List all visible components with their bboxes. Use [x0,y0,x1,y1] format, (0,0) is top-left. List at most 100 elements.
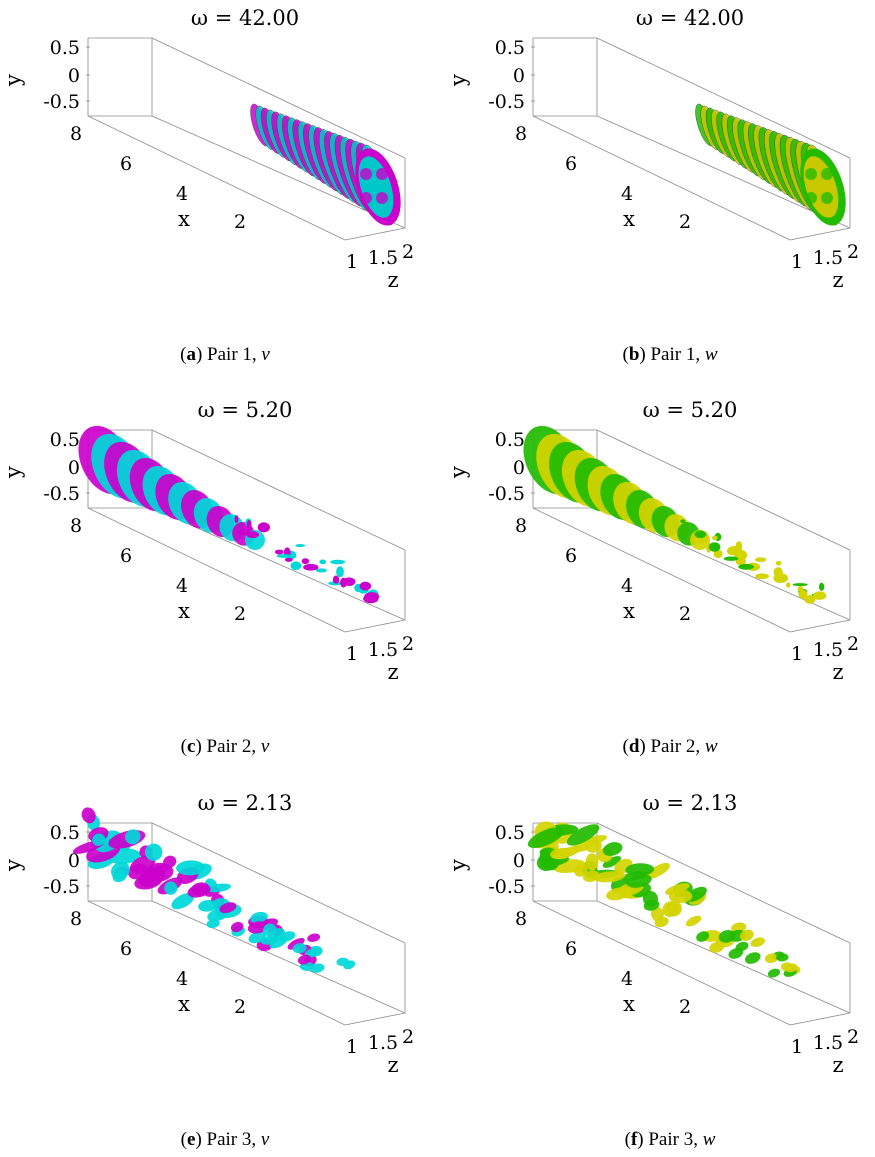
x-tick-label: 8 [70,515,82,537]
z-tick-label: 1 [791,643,803,665]
x-tick-label: 2 [234,996,246,1018]
x-tick-label: 6 [120,545,132,567]
z-axis-label: z [387,268,398,292]
panel-caption: (f) Pair 3, w [625,1129,716,1150]
panel-caption: (c) Pair 2, v [181,736,270,757]
z-tick-label: 1 [346,1036,358,1058]
y-tick-label: 0.5 [495,37,525,59]
isosurface [72,807,356,973]
z-tick-label: 2 [402,241,414,263]
x-axis-label: x [178,207,190,231]
z-tick-label: 1.5 [813,1032,843,1054]
caption-variable: w [703,1129,716,1150]
panel-caption: (e) Pair 3, v [181,1129,270,1150]
axes-box [87,37,406,241]
caption-text: Pair 1, [646,344,705,365]
z-tick-label: 2 [847,1026,859,1048]
x-tick-label: 6 [565,545,577,567]
x-tick-label: 4 [176,183,188,205]
x-tick-label: 2 [234,211,246,233]
caption-text: Pair 3, [202,1129,261,1150]
z-axis-label: z [387,660,398,684]
panel-title: ω = 5.20 [198,398,293,422]
caption-paren-close: ) [196,344,202,365]
panel-title: ω = 42.00 [636,6,744,30]
z-tick-label: 1.5 [813,247,843,269]
x-tick-label: 8 [515,908,527,930]
y-tick-label: 0 [513,457,525,479]
y-tick-label: 0.5 [495,822,525,844]
panel-caption: (a) Pair 1, v [180,344,270,365]
caption-paren-close: ) [637,1129,643,1150]
x-tick-label: 4 [621,968,633,990]
z-tick-label: 1 [346,251,358,273]
x-axis-label: x [623,599,635,623]
y-tick-label: -0.5 [488,483,525,505]
caption-paren-open: ( [181,736,187,757]
y-tick-label: 0.5 [50,37,80,59]
x-tick-label: 6 [565,938,577,960]
x-tick-label: 8 [70,908,82,930]
x-tick-label: 4 [176,968,188,990]
z-tick-label: 2 [847,241,859,263]
panel-caption: (b) Pair 1, w [622,344,717,365]
y-tick-label: 0 [513,850,525,872]
x-tick-label: 6 [120,153,132,175]
x-tick-label: 2 [679,996,691,1018]
y-axis-label: y [446,74,470,87]
x-tick-label: 6 [565,153,577,175]
z-tick-label: 2 [402,1026,414,1048]
x-axis-label: x [623,992,635,1016]
x-tick-label: 8 [515,123,527,145]
y-axis-label: y [1,74,25,87]
axes-box [532,37,851,241]
x-tick-label: 8 [515,515,527,537]
y-tick-label: 0.5 [50,429,80,451]
isosurface [527,821,801,978]
x-tick-label: 4 [176,575,188,597]
caption-paren-close: ) [639,344,645,365]
x-tick-label: 2 [679,211,691,233]
panel-title: ω = 2.13 [198,791,293,815]
caption-variable: w [705,344,718,365]
y-tick-label: -0.5 [43,91,80,113]
x-axis-label: x [178,599,190,623]
axes-box [87,822,406,1026]
x-tick-label: 2 [679,603,691,625]
y-tick-label: 0.5 [495,429,525,451]
caption-paren-open: ( [625,1129,631,1150]
isosurface [250,103,401,226]
caption-variable: v [261,344,270,365]
z-axis-label: z [832,1053,843,1077]
caption-letter: d [629,736,640,757]
caption-variable: v [261,736,270,757]
caption-text: Pair 2, [202,736,261,757]
z-axis-label: z [832,268,843,292]
z-tick-label: 1 [346,643,358,665]
z-tick-label: 1.5 [368,639,398,661]
x-tick-label: 4 [621,183,633,205]
caption-paren-open: ( [181,1129,187,1150]
y-tick-label: -0.5 [43,483,80,505]
isosurface [695,103,846,226]
z-tick-label: 1.5 [813,639,843,661]
z-tick-label: 1 [791,1036,803,1058]
caption-paren-close: ) [195,736,201,757]
caption-paren-open: ( [180,344,186,365]
caption-paren-open: ( [622,344,628,365]
y-tick-label: 0 [68,850,80,872]
panel-title: ω = 5.20 [643,398,738,422]
x-tick-label: 6 [120,938,132,960]
caption-variable: w [705,736,718,757]
panel-caption: (d) Pair 2, w [622,736,717,757]
y-axis-label: y [446,466,470,479]
caption-letter: a [186,344,196,365]
caption-paren-close: ) [639,736,645,757]
x-tick-label: 4 [621,575,633,597]
y-axis-label: y [1,859,25,872]
x-axis-label: x [178,992,190,1016]
caption-letter: b [629,344,640,365]
